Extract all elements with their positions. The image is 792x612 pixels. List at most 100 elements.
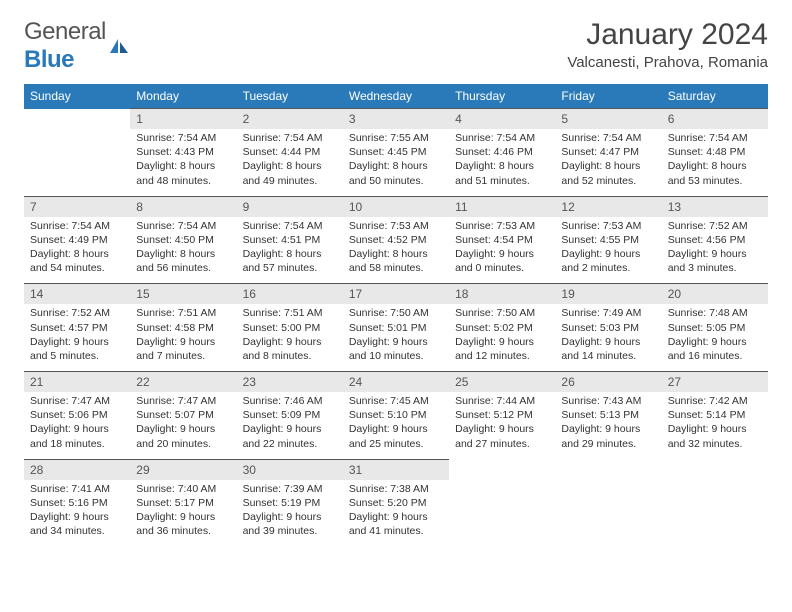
day-number bbox=[662, 459, 768, 480]
daylight-text-2: and 7 minutes. bbox=[136, 349, 230, 363]
sail-icon bbox=[108, 37, 130, 55]
sunrise-text: Sunrise: 7:46 AM bbox=[243, 394, 337, 408]
sunset-text: Sunset: 5:12 PM bbox=[455, 408, 549, 422]
daylight-text-2: and 16 minutes. bbox=[668, 349, 762, 363]
sunset-text: Sunset: 4:55 PM bbox=[561, 233, 655, 247]
daylight-text-1: Daylight: 9 hours bbox=[243, 335, 337, 349]
day-cell: Sunrise: 7:43 AMSunset: 5:13 PMDaylight:… bbox=[555, 392, 661, 459]
daylight-text-1: Daylight: 8 hours bbox=[668, 159, 762, 173]
sunrise-text: Sunrise: 7:39 AM bbox=[243, 482, 337, 496]
day-cell: Sunrise: 7:47 AMSunset: 5:06 PMDaylight:… bbox=[24, 392, 130, 459]
daylight-text-1: Daylight: 9 hours bbox=[668, 247, 762, 261]
brand-part1: General bbox=[24, 18, 106, 45]
sunrise-text: Sunrise: 7:54 AM bbox=[561, 131, 655, 145]
day-cell: Sunrise: 7:45 AMSunset: 5:10 PMDaylight:… bbox=[343, 392, 449, 459]
day-header: Wednesday bbox=[343, 84, 449, 109]
daylight-text-1: Daylight: 8 hours bbox=[30, 247, 124, 261]
daylight-text-1: Daylight: 9 hours bbox=[30, 335, 124, 349]
sunset-text: Sunset: 4:48 PM bbox=[668, 145, 762, 159]
day-cell: Sunrise: 7:52 AMSunset: 4:56 PMDaylight:… bbox=[662, 217, 768, 284]
sunset-text: Sunset: 5:00 PM bbox=[243, 321, 337, 335]
daylight-text-2: and 5 minutes. bbox=[30, 349, 124, 363]
day-number: 13 bbox=[662, 196, 768, 217]
daylight-text-1: Daylight: 9 hours bbox=[30, 510, 124, 524]
daylight-text-2: and 32 minutes. bbox=[668, 437, 762, 451]
sunrise-text: Sunrise: 7:54 AM bbox=[455, 131, 549, 145]
daylight-text-1: Daylight: 9 hours bbox=[136, 510, 230, 524]
daylight-text-2: and 14 minutes. bbox=[561, 349, 655, 363]
daylight-text-1: Daylight: 9 hours bbox=[349, 510, 443, 524]
day-cell: Sunrise: 7:54 AMSunset: 4:43 PMDaylight:… bbox=[130, 129, 236, 196]
sunset-text: Sunset: 4:57 PM bbox=[30, 321, 124, 335]
daylight-text-1: Daylight: 9 hours bbox=[561, 247, 655, 261]
day-number: 14 bbox=[24, 284, 130, 305]
day-number: 28 bbox=[24, 459, 130, 480]
sunset-text: Sunset: 5:16 PM bbox=[30, 496, 124, 510]
daylight-text-1: Daylight: 9 hours bbox=[30, 422, 124, 436]
daylight-text-2: and 29 minutes. bbox=[561, 437, 655, 451]
day-cell bbox=[449, 480, 555, 547]
day-cell: Sunrise: 7:44 AMSunset: 5:12 PMDaylight:… bbox=[449, 392, 555, 459]
day-number: 21 bbox=[24, 372, 130, 393]
sunrise-text: Sunrise: 7:45 AM bbox=[349, 394, 443, 408]
day-cell: Sunrise: 7:54 AMSunset: 4:49 PMDaylight:… bbox=[24, 217, 130, 284]
daylight-text-1: Daylight: 8 hours bbox=[136, 159, 230, 173]
sunset-text: Sunset: 5:19 PM bbox=[243, 496, 337, 510]
sunset-text: Sunset: 4:44 PM bbox=[243, 145, 337, 159]
sunset-text: Sunset: 4:46 PM bbox=[455, 145, 549, 159]
daylight-text-1: Daylight: 9 hours bbox=[243, 422, 337, 436]
daylight-text-2: and 50 minutes. bbox=[349, 174, 443, 188]
sunset-text: Sunset: 5:06 PM bbox=[30, 408, 124, 422]
sunset-text: Sunset: 4:58 PM bbox=[136, 321, 230, 335]
day-number: 26 bbox=[555, 372, 661, 393]
daylight-text-2: and 12 minutes. bbox=[455, 349, 549, 363]
sunrise-text: Sunrise: 7:55 AM bbox=[349, 131, 443, 145]
day-number bbox=[24, 109, 130, 130]
day-number: 22 bbox=[130, 372, 236, 393]
day-number: 2 bbox=[237, 109, 343, 130]
sunrise-text: Sunrise: 7:50 AM bbox=[349, 306, 443, 320]
sunset-text: Sunset: 5:05 PM bbox=[668, 321, 762, 335]
daylight-text-2: and 58 minutes. bbox=[349, 261, 443, 275]
day-cell bbox=[24, 129, 130, 196]
sunrise-text: Sunrise: 7:49 AM bbox=[561, 306, 655, 320]
day-number: 29 bbox=[130, 459, 236, 480]
sunset-text: Sunset: 4:52 PM bbox=[349, 233, 443, 247]
daylight-text-1: Daylight: 9 hours bbox=[561, 335, 655, 349]
daylight-text-1: Daylight: 9 hours bbox=[455, 335, 549, 349]
daylight-text-1: Daylight: 9 hours bbox=[668, 422, 762, 436]
day-cell: Sunrise: 7:54 AMSunset: 4:47 PMDaylight:… bbox=[555, 129, 661, 196]
daylight-text-2: and 48 minutes. bbox=[136, 174, 230, 188]
daylight-text-1: Daylight: 9 hours bbox=[349, 335, 443, 349]
day-cell: Sunrise: 7:53 AMSunset: 4:52 PMDaylight:… bbox=[343, 217, 449, 284]
sunrise-text: Sunrise: 7:38 AM bbox=[349, 482, 443, 496]
sunrise-text: Sunrise: 7:53 AM bbox=[349, 219, 443, 233]
sunrise-text: Sunrise: 7:54 AM bbox=[243, 219, 337, 233]
day-number: 10 bbox=[343, 196, 449, 217]
day-header-row: SundayMondayTuesdayWednesdayThursdayFrid… bbox=[24, 84, 768, 109]
brand-text: General Blue bbox=[24, 18, 106, 74]
day-cell: Sunrise: 7:50 AMSunset: 5:02 PMDaylight:… bbox=[449, 304, 555, 371]
sunset-text: Sunset: 5:20 PM bbox=[349, 496, 443, 510]
day-cell: Sunrise: 7:54 AMSunset: 4:51 PMDaylight:… bbox=[237, 217, 343, 284]
sunrise-text: Sunrise: 7:51 AM bbox=[243, 306, 337, 320]
day-number-row: 14151617181920 bbox=[24, 284, 768, 305]
day-header: Tuesday bbox=[237, 84, 343, 109]
day-number: 31 bbox=[343, 459, 449, 480]
sunset-text: Sunset: 5:01 PM bbox=[349, 321, 443, 335]
day-number: 27 bbox=[662, 372, 768, 393]
brand-part2: Blue bbox=[24, 46, 74, 73]
daylight-text-2: and 3 minutes. bbox=[668, 261, 762, 275]
daylight-text-2: and 27 minutes. bbox=[455, 437, 549, 451]
day-number: 20 bbox=[662, 284, 768, 305]
day-cell: Sunrise: 7:48 AMSunset: 5:05 PMDaylight:… bbox=[662, 304, 768, 371]
day-cell: Sunrise: 7:38 AMSunset: 5:20 PMDaylight:… bbox=[343, 480, 449, 547]
brand-logo: General Blue bbox=[24, 18, 130, 74]
day-header: Thursday bbox=[449, 84, 555, 109]
daylight-text-1: Daylight: 8 hours bbox=[349, 247, 443, 261]
day-cell: Sunrise: 7:51 AMSunset: 5:00 PMDaylight:… bbox=[237, 304, 343, 371]
day-cell: Sunrise: 7:53 AMSunset: 4:55 PMDaylight:… bbox=[555, 217, 661, 284]
day-cell: Sunrise: 7:53 AMSunset: 4:54 PMDaylight:… bbox=[449, 217, 555, 284]
sunrise-text: Sunrise: 7:51 AM bbox=[136, 306, 230, 320]
day-number-row: 78910111213 bbox=[24, 196, 768, 217]
